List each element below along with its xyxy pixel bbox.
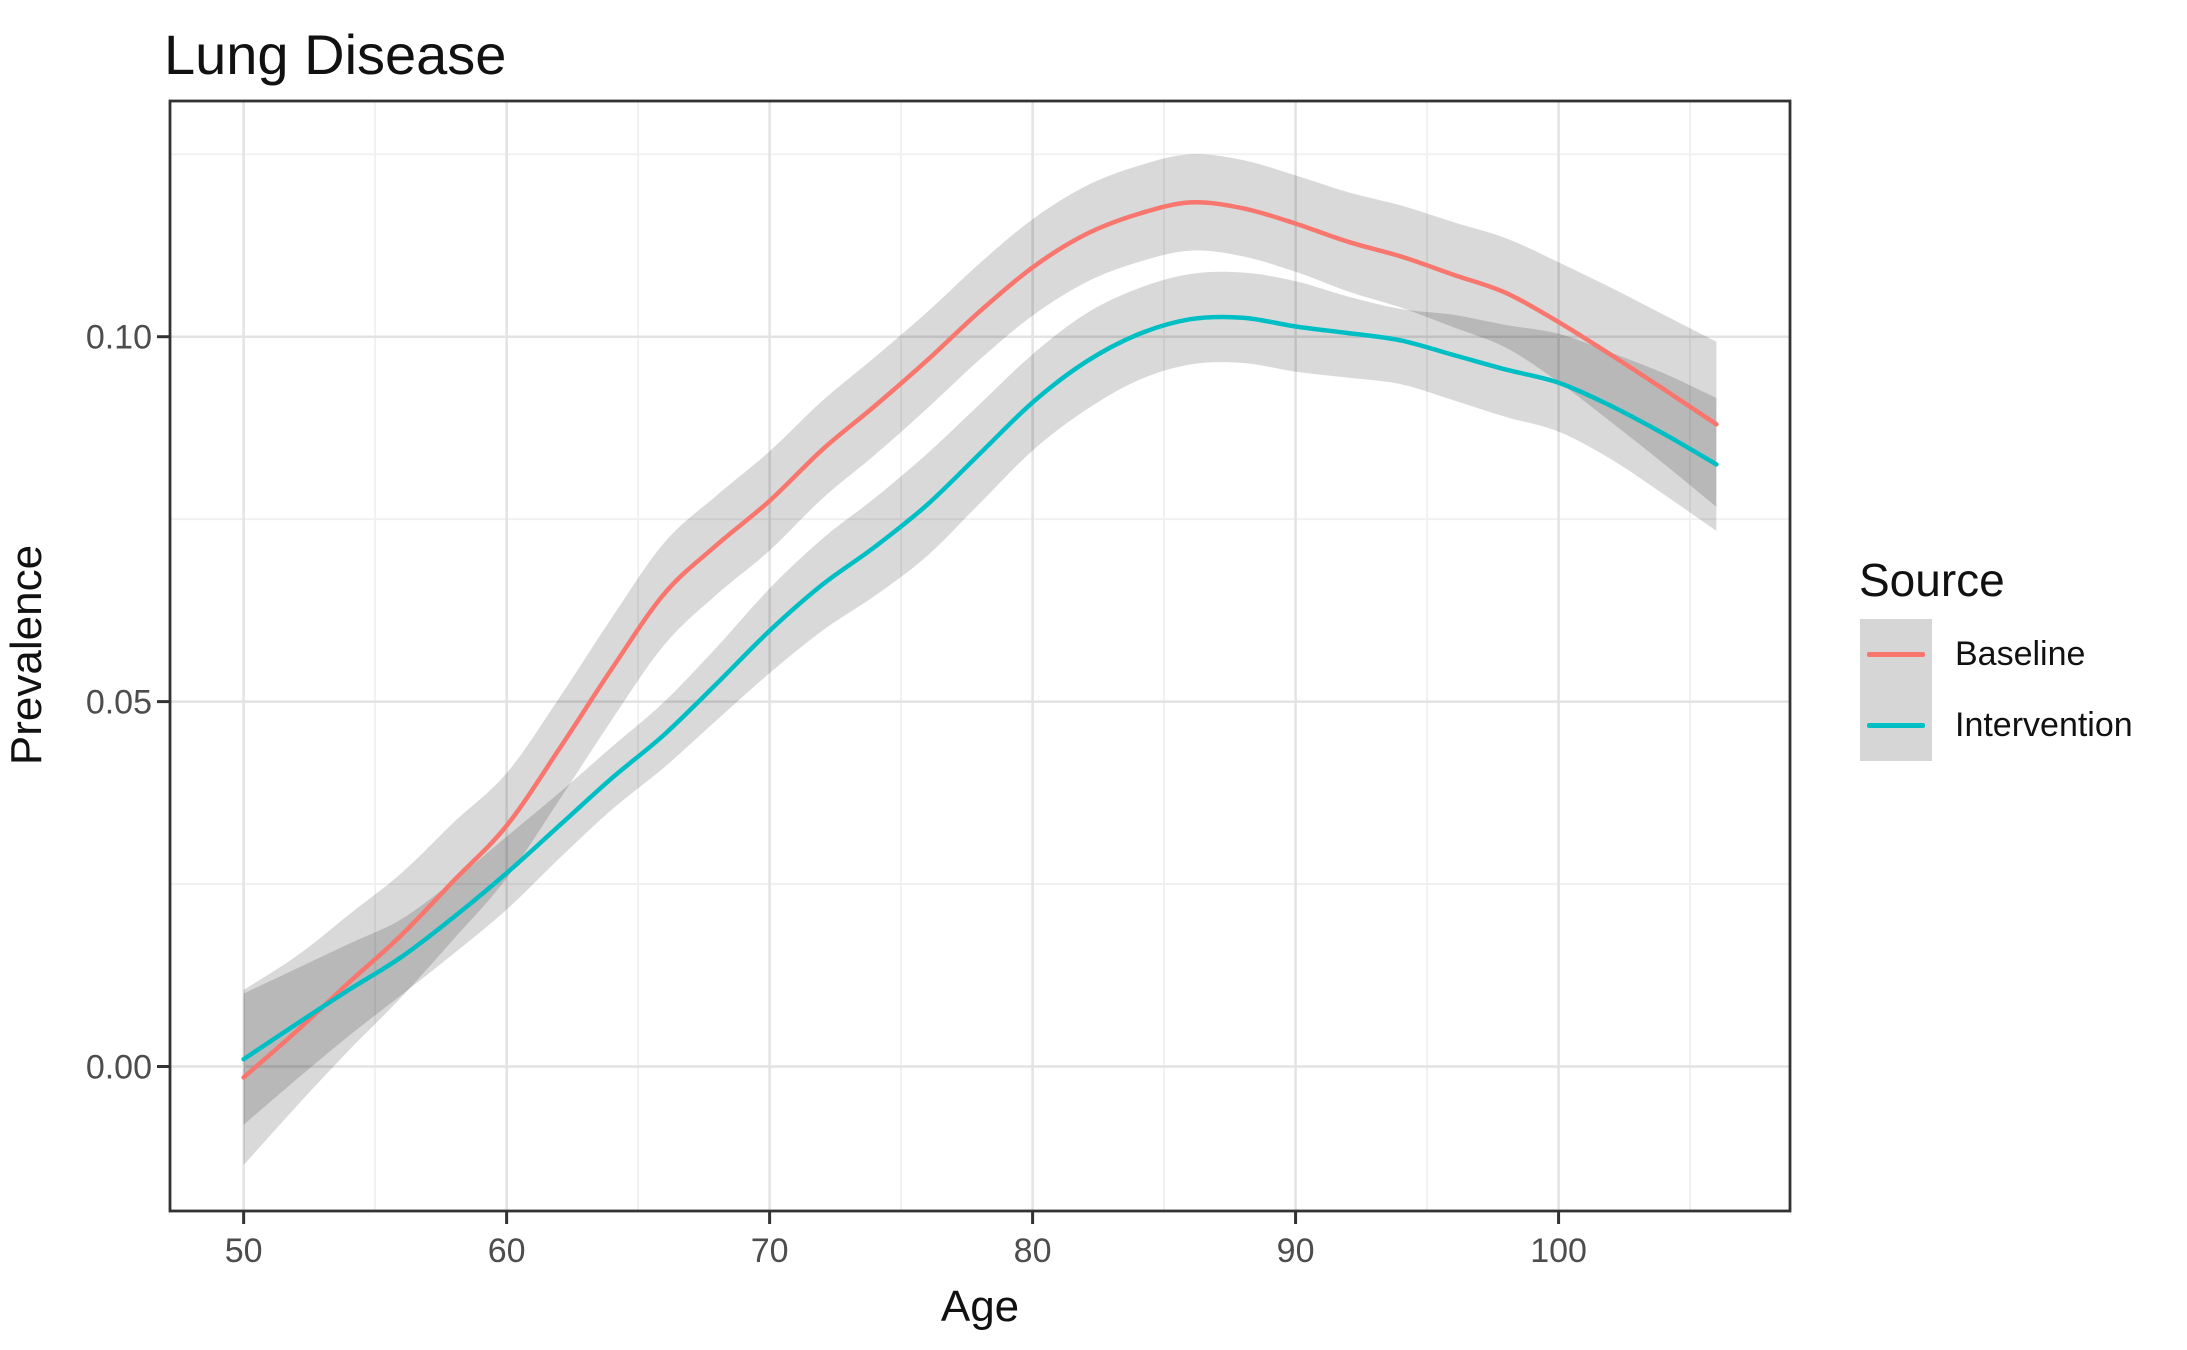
legend-item-baseline: Baseline: [1860, 619, 2133, 690]
legend-key-ribbon-swatch: [1860, 619, 1932, 690]
baseline-line-swatch: [1867, 652, 1925, 657]
x-tick-label: 100: [1530, 1232, 1587, 1270]
ci-ribbon-intervention: [243, 271, 1717, 1125]
legend-label-baseline: Baseline: [1955, 635, 2086, 673]
legend-item-intervention: Intervention: [1860, 690, 2133, 761]
legend: Baseline Intervention: [1860, 619, 2133, 761]
y-tick-label: 0.05: [86, 684, 152, 722]
x-tick-label: 60: [488, 1232, 526, 1270]
x-tick-label: 50: [225, 1232, 263, 1270]
legend-label-intervention: Intervention: [1955, 706, 2133, 744]
legend-key-ribbon-swatch: [1860, 690, 1932, 761]
ci-ribbon-baseline: [243, 154, 1717, 1165]
y-tick-label: 0.10: [86, 319, 152, 357]
x-tick-label: 80: [1014, 1232, 1052, 1270]
intervention-line-swatch: [1867, 723, 1925, 728]
x-tick-label: 70: [751, 1232, 789, 1270]
panel-border: [168, 99, 1792, 1213]
legend-title: Source: [1859, 554, 2005, 606]
x-tick-label: 90: [1277, 1232, 1315, 1270]
y-tick-label: 0.00: [86, 1049, 152, 1087]
y-axis-title: Prevalence: [2, 544, 51, 766]
plot-title: Lung Disease: [164, 23, 507, 86]
trend-line-baseline: [241, 200, 1719, 1080]
trend-line-intervention: [241, 314, 1719, 1062]
x-axis-title: Age: [940, 1282, 1020, 1331]
